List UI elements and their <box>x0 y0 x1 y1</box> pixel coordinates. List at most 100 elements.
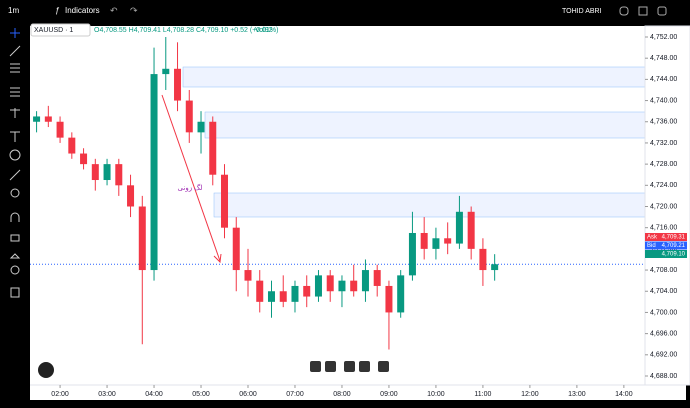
zone <box>182 66 658 88</box>
y-tick-label: 4,704.00 <box>650 288 677 295</box>
visibility-tool[interactable] <box>10 265 20 275</box>
indicators[interactable]: Indicators <box>65 6 100 15</box>
lock-tool[interactable] <box>10 234 20 242</box>
x-tick-label: 08:00 <box>333 391 351 398</box>
crosshair-tool[interactable] <box>10 28 20 38</box>
trendline-tool[interactable] <box>9 45 21 57</box>
magnet-tool[interactable] <box>10 212 20 222</box>
candle-body <box>185 100 193 133</box>
plot: 4,688.00 4,692.00 4,696.00 4,700.00 4,704.00… <box>30 25 690 398</box>
candle-body <box>385 285 393 313</box>
pattern-tool[interactable] <box>10 87 20 97</box>
zoom-out[interactable] <box>310 361 321 372</box>
brush-tool[interactable] <box>9 169 21 181</box>
candle-body <box>174 68 182 101</box>
price-label-box <box>645 233 687 241</box>
x-tick-label: 09:00 <box>380 391 398 398</box>
price-label-name: Bid <box>647 243 656 249</box>
candle-body <box>420 232 428 249</box>
y-tick-label: 4,692.00 <box>650 352 677 359</box>
candle-body <box>244 270 252 281</box>
zoom-in[interactable] <box>325 361 336 372</box>
x-tick-label: 07:00 <box>286 391 304 398</box>
annotation: لگ زونی <box>178 183 203 192</box>
fib-tool[interactable] <box>10 63 20 73</box>
y-tick-label: 4,724.00 <box>650 182 677 189</box>
candle-body <box>232 227 240 271</box>
arrow <box>161 94 222 264</box>
snapshot[interactable] <box>657 6 667 16</box>
candle-body <box>103 164 111 181</box>
candle-body <box>408 232 416 276</box>
zones <box>182 66 658 218</box>
x-tick-label: 02:00 <box>51 391 69 398</box>
candle-body <box>80 153 88 165</box>
redo[interactable]: ↷ <box>130 5 138 15</box>
logo[interactable] <box>38 362 54 378</box>
price-label-value: 4,709.21 <box>662 243 686 249</box>
navigation <box>38 361 389 378</box>
y-tick-label: 4,720.00 <box>650 203 677 210</box>
candle-body <box>326 275 334 292</box>
candle-body <box>338 280 346 292</box>
candle-body <box>221 174 229 228</box>
price-label-box <box>645 241 687 250</box>
user-name[interactable]: TOHID ABRI <box>562 8 602 15</box>
x-tick-label: 05:00 <box>192 391 210 398</box>
price-label-name: Ask <box>647 235 658 241</box>
settings[interactable] <box>619 6 629 16</box>
y-tick-label: 4,700.00 <box>650 309 677 316</box>
candle-body <box>397 275 405 313</box>
price-label-value: 4,709.10 <box>662 252 686 258</box>
y-tick-label: 4,740.00 <box>650 97 677 104</box>
x-tick-label: 13:00 <box>568 391 586 398</box>
y-tick-label: 4,688.00 <box>650 373 677 380</box>
y-tick-label: 4,716.00 <box>650 225 677 232</box>
candle-body <box>91 164 99 181</box>
delete-tool[interactable] <box>10 287 20 298</box>
candle-body <box>267 291 275 302</box>
text-tool[interactable] <box>10 131 20 142</box>
y-tick-label: 4,696.00 <box>650 330 677 337</box>
candle-body <box>33 116 41 122</box>
ohlc: O4,708.55 H4,709.41 L4,708.28 C4,709.10 … <box>94 27 278 34</box>
y-tick-label: 4,708.00 <box>650 267 677 274</box>
x-tick-label: 10:00 <box>427 391 445 398</box>
candle-body <box>279 291 287 302</box>
price-label-value: 4,709.31 <box>662 235 686 241</box>
y-tick-label: 4,736.00 <box>650 119 677 126</box>
price-label-box <box>645 250 687 258</box>
emoji-tool[interactable] <box>9 149 21 161</box>
candle-body <box>350 280 358 292</box>
candle-body <box>138 206 146 271</box>
candle-body <box>256 280 264 302</box>
scroll-right[interactable] <box>359 361 370 372</box>
candle-body <box>455 211 463 244</box>
symbol-box[interactable] <box>30 23 91 37</box>
candle-body <box>373 270 381 286</box>
arrow-head <box>213 253 222 264</box>
undo[interactable]: ↶ <box>110 5 118 15</box>
arrow-line <box>161 94 221 262</box>
candle-body <box>314 275 322 297</box>
reset[interactable] <box>378 361 389 372</box>
scroll-left[interactable] <box>344 361 355 372</box>
x-tick-label: 03:00 <box>98 391 116 398</box>
candle-body <box>291 285 299 302</box>
measure-tool[interactable] <box>10 108 20 118</box>
legend: XAUUSD · 1 O4,708.55 H4,709.41 L4,708.28… <box>30 23 278 37</box>
fullscreen[interactable] <box>638 6 648 16</box>
zoom-tool[interactable] <box>10 188 20 198</box>
candle-body <box>115 164 123 186</box>
symbol: XAUUSD · 1 <box>34 27 73 34</box>
candle-body <box>432 238 440 249</box>
interval[interactable]: 1m <box>8 6 19 15</box>
x-tick-label: 11:00 <box>474 391 491 398</box>
hide-tool[interactable] <box>9 253 21 259</box>
y-tick-label: 4,732.00 <box>650 140 677 147</box>
candle-body <box>209 121 217 175</box>
zone <box>204 111 658 139</box>
x-tick-label: 04:00 <box>145 391 163 398</box>
candle-body <box>44 116 52 122</box>
